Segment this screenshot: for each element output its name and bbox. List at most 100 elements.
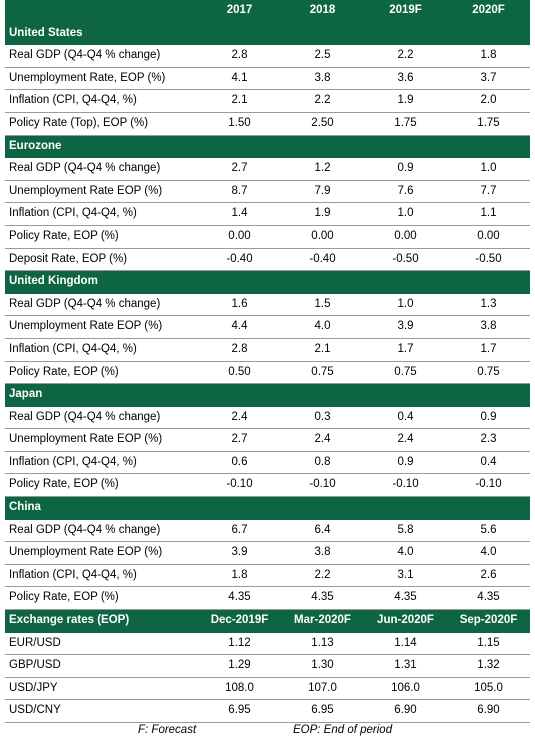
row-value: 4.0 — [447, 541, 530, 565]
row-value: 0.00 — [198, 225, 281, 249]
section-header-row: United States — [5, 22, 530, 46]
table-row: Real GDP (Q4-Q4 % change) 2.7 1.2 0.9 1.0 — [5, 157, 530, 181]
fx-value: 107.0 — [281, 677, 364, 701]
row-value: 0.9 — [364, 157, 447, 181]
row-value: 3.1 — [364, 564, 447, 588]
table-row: Real GDP (Q4-Q4 % change) 2.8 2.5 2.2 1.8 — [5, 44, 530, 68]
row-value: 1.0 — [364, 293, 447, 317]
row-value: 3.8 — [281, 67, 364, 91]
fx-value: 1.32 — [447, 654, 530, 678]
row-value: -0.10 — [198, 473, 281, 498]
row-value: 2.3 — [447, 428, 530, 452]
row-label: Policy Rate (Top), EOP (%) — [5, 112, 198, 136]
row-value: 0.50 — [198, 361, 281, 385]
row-value: 0.9 — [364, 451, 447, 475]
row-value: -0.40 — [281, 248, 364, 272]
row-value: 2.1 — [281, 338, 364, 362]
year-header-row: 2017 2018 2019F 2020F — [5, 0, 530, 23]
row-value: 4.35 — [364, 586, 447, 611]
header-label — [5, 0, 198, 23]
fx-value: 1.31 — [364, 654, 447, 678]
fx-value: 6.95 — [198, 699, 281, 723]
row-value: 1.3 — [447, 293, 530, 317]
row-label: Inflation (CPI, Q4-Q4, %) — [5, 451, 198, 475]
table-row: Policy Rate (Top), EOP (%) 1.50 2.50 1.75 1.… — [5, 112, 530, 136]
fx-value: 1.30 — [281, 654, 364, 678]
row-value: 2.2 — [281, 89, 364, 113]
row-label: Deposit Rate, EOP (%) — [5, 248, 198, 272]
fx-pair: EUR/USD — [5, 632, 198, 656]
row-value: 0.00 — [281, 225, 364, 249]
row-label: Inflation (CPI, Q4-Q4, %) — [5, 564, 198, 588]
row-value: 2.4 — [281, 428, 364, 452]
table-row: Inflation (CPI, Q4-Q4, %) 0.6 0.8 0.9 0.4 — [5, 451, 530, 475]
row-label: Real GDP (Q4-Q4 % change) — [5, 406, 198, 430]
section-title: United States — [5, 22, 530, 46]
row-value: -0.10 — [281, 473, 364, 498]
row-value: 1.50 — [198, 112, 281, 136]
table-row: Inflation (CPI, Q4-Q4, %) 2.1 2.2 1.9 2.0 — [5, 89, 530, 113]
row-value: -0.50 — [447, 248, 530, 272]
row-value: 4.4 — [198, 315, 281, 339]
table-row: Policy Rate, EOP (%) -0.10 -0.10 -0.10 -0.10 — [5, 473, 530, 498]
row-value: 2.6 — [447, 564, 530, 588]
section-title: China — [5, 496, 530, 520]
fx-value: 1.29 — [198, 654, 281, 678]
row-label: Unemployment Rate EOP (%) — [5, 541, 198, 565]
row-label: Unemployment Rate EOP (%) — [5, 180, 198, 204]
table-row: Policy Rate, EOP (%) 0.50 0.75 0.75 0.75 — [5, 361, 530, 385]
table-body: 2017 2018 2019F 2020F United States Real … — [5, 0, 530, 723]
row-value: 1.8 — [447, 44, 530, 68]
row-value: 0.3 — [281, 406, 364, 430]
row-value: 6.7 — [198, 519, 281, 543]
header-year: 2018 — [281, 0, 364, 23]
row-value: 4.35 — [447, 586, 530, 611]
row-value: 4.1 — [198, 67, 281, 91]
row-value: 3.9 — [198, 541, 281, 565]
section-title: Eurozone — [5, 135, 530, 159]
fx-row: USD/CNY 6.95 6.95 6.90 6.90 — [5, 699, 530, 723]
fx-value: 1.14 — [364, 632, 447, 656]
row-label: Policy Rate, EOP (%) — [5, 586, 198, 611]
row-value: 3.8 — [281, 541, 364, 565]
table-row: Unemployment Rate EOP (%) 4.4 4.0 3.9 3.8 — [5, 315, 530, 339]
row-value: 2.7 — [198, 428, 281, 452]
row-value: -0.40 — [198, 248, 281, 272]
row-value: 1.9 — [281, 202, 364, 226]
fx-header-row: Exchange rates (EOP) Dec-2019F Mar-2020F Ju… — [5, 609, 530, 633]
economic-forecast-table: 2017 2018 2019F 2020F United States Real … — [5, 0, 530, 723]
row-value: 3.8 — [447, 315, 530, 339]
row-value: 1.75 — [364, 112, 447, 136]
row-value: 2.4 — [364, 428, 447, 452]
row-label: Real GDP (Q4-Q4 % change) — [5, 157, 198, 181]
row-value: 8.7 — [198, 180, 281, 204]
row-value: 0.6 — [198, 451, 281, 475]
row-value: 0.9 — [447, 406, 530, 430]
row-value: 0.8 — [281, 451, 364, 475]
row-value: 0.75 — [281, 361, 364, 385]
forecast-table-container: 2017 2018 2019F 2020F United States Real … — [5, 0, 530, 743]
fx-value: 106.0 — [364, 677, 447, 701]
table-row: Policy Rate, EOP (%) 4.35 4.35 4.35 4.35 — [5, 586, 530, 611]
row-value: 1.2 — [281, 157, 364, 181]
fx-value: 108.0 — [198, 677, 281, 701]
row-value: 2.1 — [198, 89, 281, 113]
row-label: Real GDP (Q4-Q4 % change) — [5, 44, 198, 68]
row-value: 2.2 — [364, 44, 447, 68]
table-row: Inflation (CPI, Q4-Q4, %) 1.8 2.2 3.1 2.6 — [5, 564, 530, 588]
row-label: Policy Rate, EOP (%) — [5, 361, 198, 385]
section-title: Japan — [5, 383, 530, 407]
row-value: 5.8 — [364, 519, 447, 543]
row-value: 3.6 — [364, 67, 447, 91]
row-value: 0.4 — [364, 406, 447, 430]
row-label: Unemployment Rate EOP (%) — [5, 428, 198, 452]
row-value: 0.4 — [447, 451, 530, 475]
row-value: 1.75 — [447, 112, 530, 136]
table-row: Unemployment Rate EOP (%) 3.9 3.8 4.0 4.0 — [5, 541, 530, 565]
row-value: -0.10 — [447, 473, 530, 498]
table-row: Inflation (CPI, Q4-Q4, %) 1.4 1.9 1.0 1.1 — [5, 202, 530, 226]
fx-header-period: Dec-2019F — [198, 609, 281, 633]
row-value: 4.0 — [281, 315, 364, 339]
section-title: United Kingdom — [5, 270, 530, 294]
row-value: 2.2 — [281, 564, 364, 588]
